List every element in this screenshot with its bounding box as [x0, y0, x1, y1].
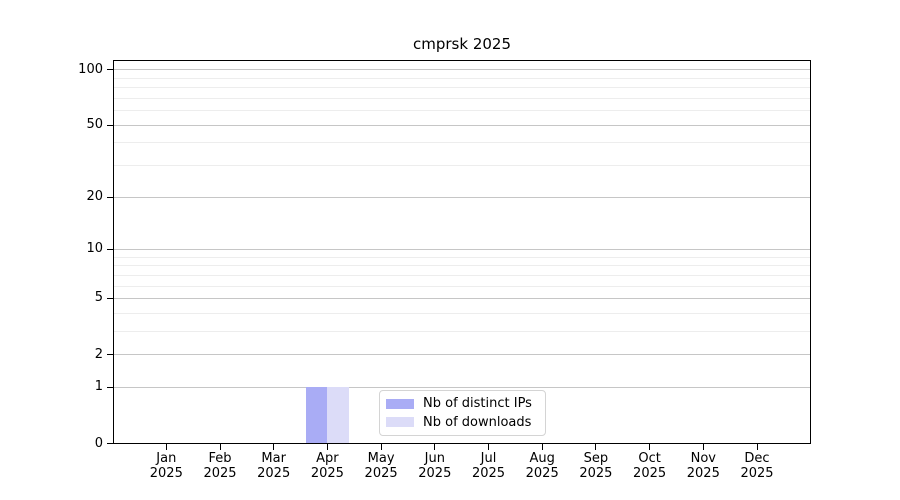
y-tick-mark [107, 354, 113, 356]
y-tick-label: 5 [94, 290, 103, 306]
y-tick-mark [107, 386, 113, 388]
major-gridline [114, 297, 810, 299]
x-tick-mark [488, 444, 489, 450]
bar-distinct-ips [305, 387, 328, 443]
legend-label-distinct-ips: Nb of distinct IPs [423, 396, 532, 412]
x-tick-mark [595, 444, 597, 450]
y-tick-mark [107, 196, 113, 198]
major-gridline [114, 248, 810, 250]
y-tick-mark [107, 297, 113, 299]
major-gridline [114, 354, 810, 356]
plot-area [113, 60, 811, 444]
x-tick-label: Oct 2025 [633, 451, 667, 481]
y-tick-mark [107, 124, 113, 126]
legend-swatch-downloads [386, 417, 414, 428]
chart-title: cmprsk 2025 [413, 35, 511, 53]
y-tick-label: 10 [86, 241, 103, 257]
y-tick-label: 50 [86, 117, 103, 133]
minor-gridline [114, 142, 810, 144]
x-tick-label: Jan 2025 [149, 451, 183, 481]
major-gridline [114, 386, 810, 388]
x-tick-label: May 2025 [364, 451, 398, 481]
legend: Nb of distinct IPs Nb of downloads [379, 390, 546, 436]
legend-swatch-distinct-ips [386, 398, 414, 409]
minor-gridline [114, 98, 810, 100]
x-tick-mark [326, 444, 328, 450]
y-tick-label: 20 [86, 189, 103, 205]
y-tick-mark [107, 443, 113, 444]
x-tick-label: Nov 2025 [686, 451, 720, 481]
x-tick-label: Aug 2025 [525, 451, 559, 481]
minor-gridline [114, 165, 810, 167]
minor-gridline [114, 256, 810, 258]
x-tick-label: Dec 2025 [740, 451, 774, 481]
minor-gridline [114, 330, 810, 332]
legend-label-downloads: Nb of downloads [423, 414, 532, 430]
x-tick-label: Apr 2025 [310, 451, 344, 481]
y-tick-mark [107, 248, 113, 250]
x-tick-mark [541, 444, 543, 450]
bar-downloads [327, 387, 349, 443]
x-tick-label: Jul 2025 [471, 451, 506, 481]
minor-gridline [114, 285, 810, 287]
x-tick-label: Feb 2025 [203, 451, 237, 481]
major-gridline [114, 196, 810, 198]
legend-item-distinct-ips: Nb of distinct IPs [386, 396, 539, 411]
x-tick-mark [756, 444, 758, 450]
x-tick-mark [702, 444, 704, 450]
minor-gridline [114, 265, 810, 267]
y-tick-label: 0 [94, 435, 103, 451]
major-gridline [114, 69, 810, 71]
major-gridline [114, 124, 810, 126]
y-tick-label: 2 [94, 346, 103, 362]
x-tick-label: Mar 2025 [257, 451, 291, 481]
y-tick-label: 100 [78, 61, 103, 77]
x-tick-mark [380, 444, 382, 450]
minor-gridline [114, 110, 810, 112]
minor-gridline [114, 312, 810, 314]
x-tick-mark [434, 444, 436, 450]
x-tick-label: Sep 2025 [579, 451, 613, 481]
x-tick-label: Jun 2025 [418, 451, 452, 481]
y-tick-mark [107, 69, 113, 71]
y-tick-label: 1 [94, 379, 103, 395]
minor-gridline [114, 87, 810, 89]
x-tick-mark [273, 444, 275, 450]
minor-gridline [114, 77, 810, 79]
x-tick-mark [219, 444, 221, 450]
x-tick-mark [649, 444, 651, 450]
x-tick-mark [165, 444, 167, 450]
minor-gridline [114, 274, 810, 276]
legend-item-downloads: Nb of downloads [386, 415, 539, 430]
